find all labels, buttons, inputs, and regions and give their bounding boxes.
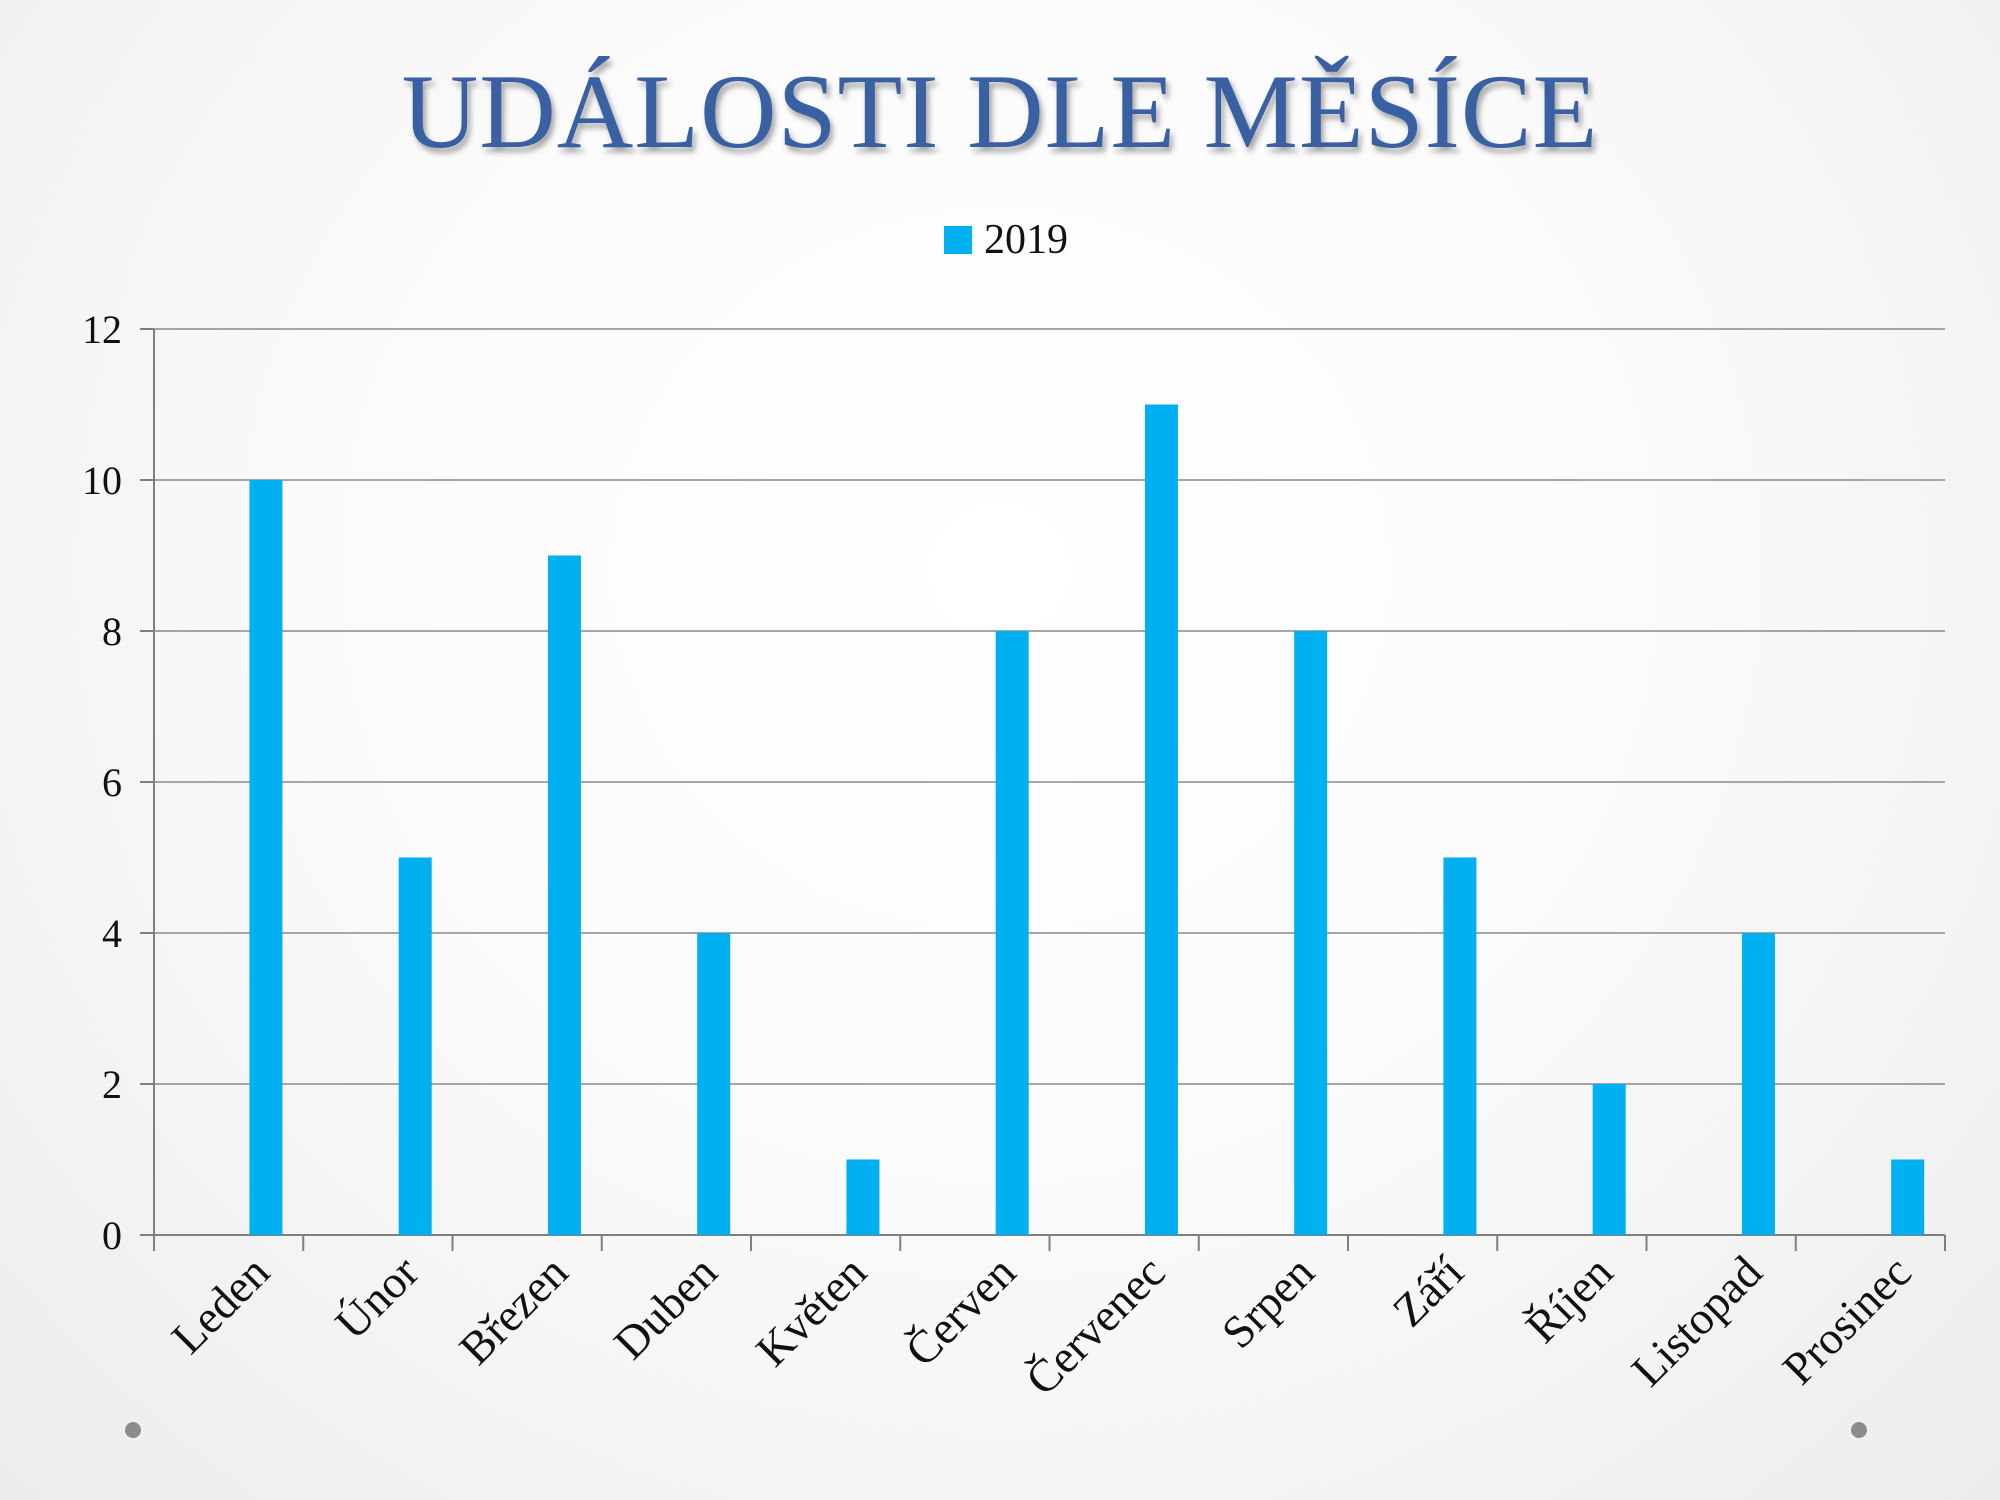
bar-12	[1891, 1159, 1925, 1235]
x-category-label: Srpen	[1212, 1246, 1324, 1358]
bar-5	[846, 1159, 880, 1235]
slide-title: UDÁLOSTI DLE MĚSÍCE	[401, 53, 1599, 170]
slide-nav-dot-left	[125, 1422, 141, 1438]
x-category-label: Květen	[746, 1246, 876, 1376]
legend-swatch	[944, 226, 972, 254]
x-category-label: Červen	[895, 1246, 1025, 1376]
y-tick-label: 4	[102, 911, 122, 956]
slide-nav-dot-right	[1851, 1422, 1867, 1438]
y-tick-label: 10	[82, 458, 122, 503]
x-category-label: Říjen	[1516, 1246, 1623, 1353]
y-tick-label: 0	[102, 1213, 122, 1258]
bar-2	[398, 857, 432, 1235]
x-category-label: Prosinec	[1773, 1246, 1921, 1394]
x-category-label: Únor	[325, 1246, 428, 1349]
x-category-label: Duben	[604, 1246, 727, 1369]
bar-8	[1294, 631, 1328, 1235]
x-category-label: Leden	[162, 1246, 279, 1363]
bar-9	[1443, 857, 1477, 1235]
bar-7	[1144, 404, 1178, 1235]
y-tick-label: 8	[102, 609, 122, 654]
bar-10	[1592, 1084, 1626, 1235]
y-tick-label: 2	[102, 1062, 122, 1107]
bar-6	[995, 631, 1029, 1235]
bar-1	[249, 480, 283, 1235]
bar-11	[1741, 933, 1775, 1235]
x-category-label: Září	[1383, 1246, 1473, 1336]
y-tick-label: 12	[82, 307, 122, 352]
bar-4	[697, 933, 731, 1235]
x-category-label: Březen	[449, 1246, 577, 1374]
x-category-label: Červenec	[1016, 1246, 1175, 1405]
y-tick-label: 6	[102, 760, 122, 805]
bar-3	[547, 555, 581, 1235]
legend-label: 2019	[984, 217, 1068, 263]
x-category-label: Listopad	[1622, 1246, 1772, 1396]
chart-legend: 2019	[944, 215, 1068, 265]
